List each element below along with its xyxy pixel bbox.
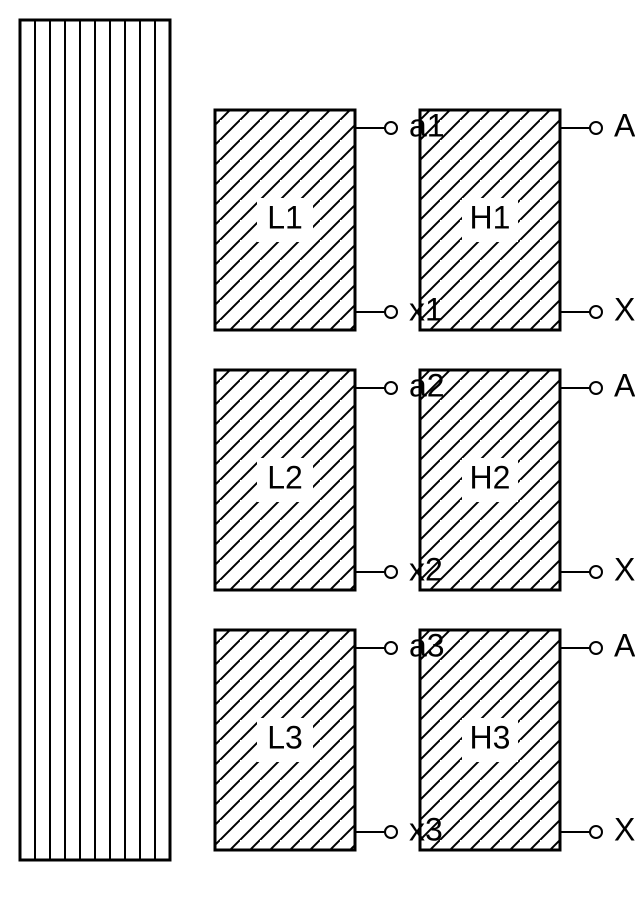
terminal-A2 [590, 382, 602, 394]
coil-label-L2: L2 [267, 459, 303, 495]
terminal-A1 [590, 122, 602, 134]
terminal-label-A3: A3 [614, 627, 635, 663]
terminal-a3 [385, 642, 397, 654]
coil-block-H3: H3 A3 X3 [420, 627, 635, 850]
terminal-X3 [590, 826, 602, 838]
terminal-x3 [385, 826, 397, 838]
terminal-x1 [385, 306, 397, 318]
electrical-diagram: L1a1x1 L2a2x2 L3a3x3 H1 A1 X1 H2 A2 X2 H3 A3 X3 [0, 0, 635, 899]
terminal-x2 [385, 566, 397, 578]
coil-label-H1: H1 [470, 199, 511, 235]
coil-block-H1: H1 A1 X1 [420, 107, 635, 330]
terminal-label-X3: X3 [614, 811, 635, 847]
coil-block-L1: L1a1x1 [215, 107, 445, 330]
coil-block-L2: L2a2x2 [215, 367, 445, 590]
coil-block-L3: L3a3x3 [215, 627, 445, 850]
coil-label-H3: H3 [470, 719, 511, 755]
coil-label-L3: L3 [267, 719, 303, 755]
terminal-label-X2: X2 [614, 551, 635, 587]
coil-block-H2: H2 A2 X2 [420, 367, 635, 590]
coil-label-L1: L1 [267, 199, 303, 235]
coil-label-H2: H2 [470, 459, 511, 495]
terminal-A3 [590, 642, 602, 654]
core-laminations [20, 20, 170, 860]
terminal-a2 [385, 382, 397, 394]
terminal-label-X1: X1 [614, 291, 635, 327]
terminal-label-A1: A1 [614, 107, 635, 143]
terminal-X1 [590, 306, 602, 318]
terminal-a1 [385, 122, 397, 134]
terminal-label-A2: A2 [614, 367, 635, 403]
terminal-X2 [590, 566, 602, 578]
